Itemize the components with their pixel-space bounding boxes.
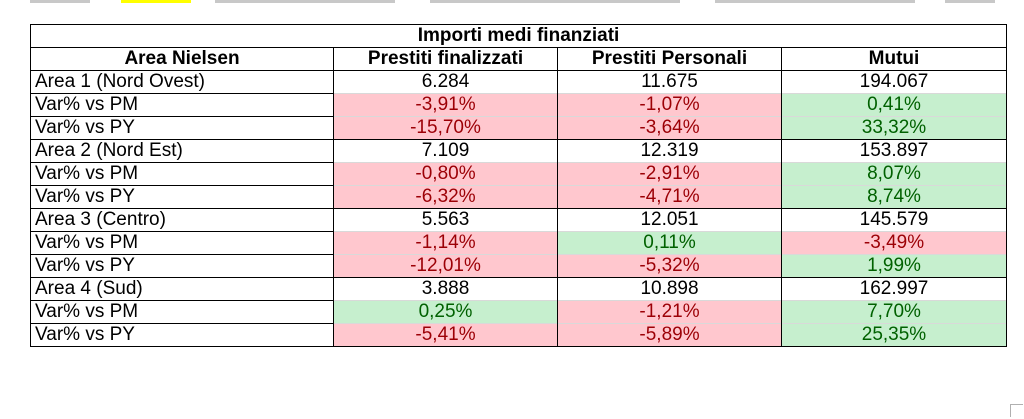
row-label: Var% vs PM <box>30 162 334 186</box>
variation-cell: -1,14% <box>333 231 558 255</box>
variation-cell: -12,01% <box>333 254 558 278</box>
variation-cell: -5,89% <box>557 323 782 347</box>
row-label: Area 4 (Sud) <box>30 277 334 301</box>
variation-cell: -0,80% <box>333 162 558 186</box>
variation-cell: -1,21% <box>557 300 782 324</box>
text-fragment <box>215 0 395 3</box>
value-cell: 3.888 <box>333 277 558 301</box>
row-label: Var% vs PY <box>30 323 334 347</box>
text-fragment <box>430 0 680 3</box>
variation-cell: 1,99% <box>781 254 1007 278</box>
header-row: Area Nielsen Prestiti finalizzati Presti… <box>30 47 1007 71</box>
column-header: Mutui <box>781 47 1007 71</box>
column-header: Prestiti finalizzati <box>333 47 558 71</box>
row-header: Area Nielsen <box>30 47 334 71</box>
financing-table: Importi medi finanziati Area Nielsen Pre… <box>30 24 1007 347</box>
row-label: Var% vs PY <box>30 116 334 140</box>
area-row: Area 2 (Nord Est) 7.109 12.319 153.897 <box>30 139 1007 163</box>
cut-off-text-strip <box>0 0 1024 20</box>
value-cell: 12.319 <box>557 139 782 163</box>
variation-row: Var% vs PY -15,70% -3,64% 33,32% <box>30 116 1007 140</box>
value-cell: 11.675 <box>557 70 782 94</box>
row-label: Var% vs PY <box>30 185 334 209</box>
variation-cell: -5,41% <box>333 323 558 347</box>
variation-row: Var% vs PM 0,25% -1,21% 7,70% <box>30 300 1007 324</box>
variation-cell: -3,91% <box>333 93 558 117</box>
column-header: Prestiti Personali <box>557 47 782 71</box>
variation-row: Var% vs PM -1,14% 0,11% -3,49% <box>30 231 1007 255</box>
variation-row: Var% vs PY -5,41% -5,89% 25,35% <box>30 323 1007 347</box>
variation-cell: -3,49% <box>781 231 1007 255</box>
row-label: Var% vs PM <box>30 300 334 324</box>
variation-row: Var% vs PM -3,91% -1,07% 0,41% <box>30 93 1007 117</box>
value-cell: 12.051 <box>557 208 782 232</box>
value-cell: 153.897 <box>781 139 1007 163</box>
variation-cell: 7,70% <box>781 300 1007 324</box>
variation-cell: 25,35% <box>781 323 1007 347</box>
text-fragment <box>945 0 995 3</box>
text-fragment <box>30 0 90 3</box>
value-cell: 194.067 <box>781 70 1007 94</box>
variation-cell: 0,11% <box>557 231 782 255</box>
value-cell: 6.284 <box>333 70 558 94</box>
row-label: Var% vs PY <box>30 254 334 278</box>
row-label: Var% vs PM <box>30 93 334 117</box>
text-fragment <box>715 0 915 3</box>
variation-row: Var% vs PY -12,01% -5,32% 1,99% <box>30 254 1007 278</box>
variation-cell: 0,25% <box>333 300 558 324</box>
table-title: Importi medi finanziati <box>30 24 1007 48</box>
value-cell: 162.997 <box>781 277 1007 301</box>
row-label: Area 2 (Nord Est) <box>30 139 334 163</box>
resize-corner <box>1010 404 1023 417</box>
variation-cell: -15,70% <box>333 116 558 140</box>
variation-row: Var% vs PM -0,80% -2,91% 8,07% <box>30 162 1007 186</box>
row-label: Area 3 (Centro) <box>30 208 334 232</box>
variation-cell: -4,71% <box>557 185 782 209</box>
row-label: Var% vs PM <box>30 231 334 255</box>
highlight-mark <box>121 0 191 3</box>
variation-row: Var% vs PY -6,32% -4,71% 8,74% <box>30 185 1007 209</box>
area-row: Area 3 (Centro) 5.563 12.051 145.579 <box>30 208 1007 232</box>
title-row: Importi medi finanziati <box>30 24 1007 48</box>
variation-cell: 8,74% <box>781 185 1007 209</box>
variation-cell: -5,32% <box>557 254 782 278</box>
table-body: Area 1 (Nord Ovest) 6.284 11.675 194.067 Var… <box>30 70 1007 347</box>
variation-cell: 0,41% <box>781 93 1007 117</box>
variation-cell: 8,07% <box>781 162 1007 186</box>
row-label: Area 1 (Nord Ovest) <box>30 70 334 94</box>
variation-cell: -1,07% <box>557 93 782 117</box>
value-cell: 5.563 <box>333 208 558 232</box>
variation-cell: 33,32% <box>781 116 1007 140</box>
area-row: Area 1 (Nord Ovest) 6.284 11.675 194.067 <box>30 70 1007 94</box>
variation-cell: -2,91% <box>557 162 782 186</box>
value-cell: 145.579 <box>781 208 1007 232</box>
value-cell: 7.109 <box>333 139 558 163</box>
value-cell: 10.898 <box>557 277 782 301</box>
variation-cell: -3,64% <box>557 116 782 140</box>
variation-cell: -6,32% <box>333 185 558 209</box>
area-row: Area 4 (Sud) 3.888 10.898 162.997 <box>30 277 1007 301</box>
